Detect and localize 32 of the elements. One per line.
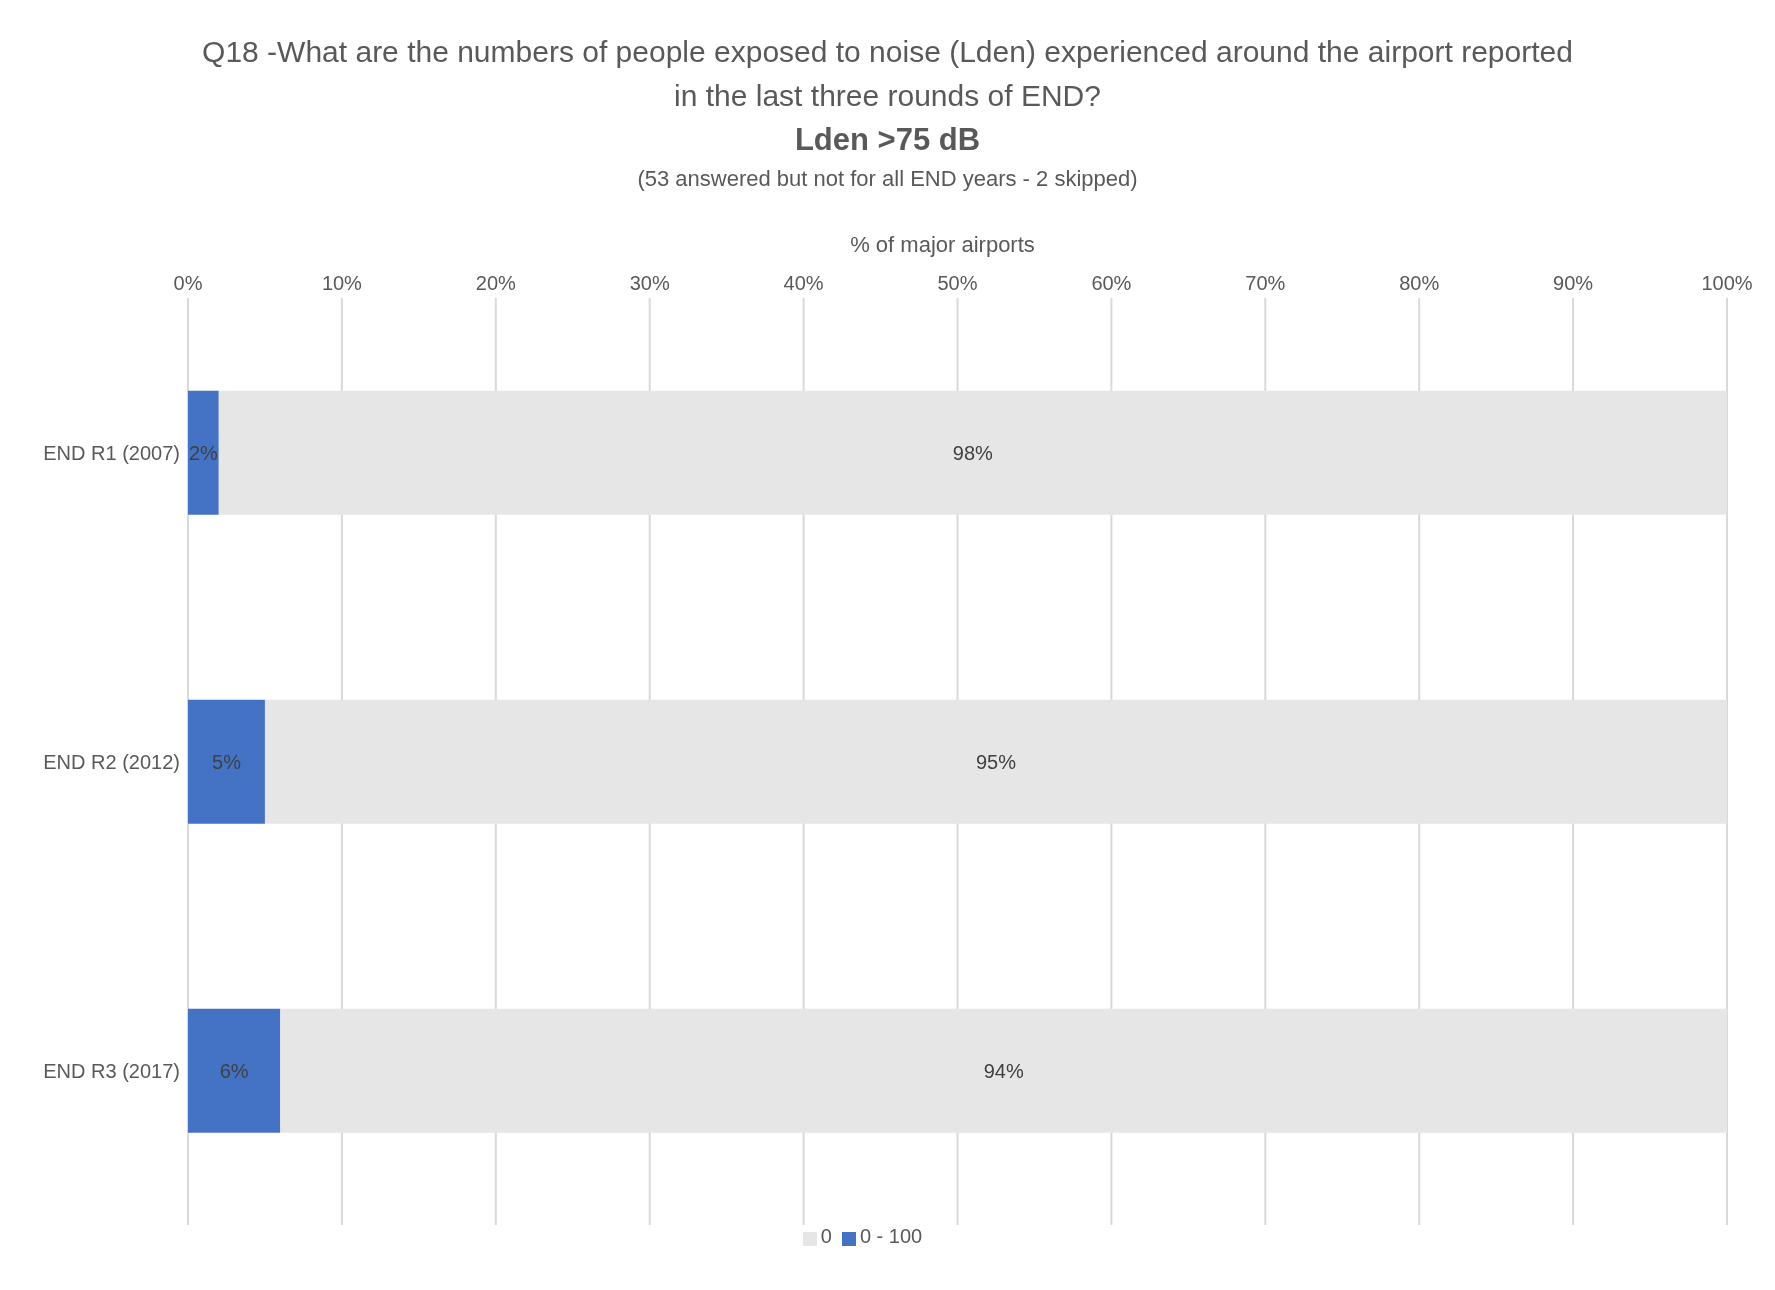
data-label: 95%: [975, 750, 1017, 773]
bar: [188, 1008, 281, 1133]
text: (53 answered but not for all END years - 2 skipped): [636, 166, 1139, 192]
y-tick-label: END R3 (2017): [43, 1059, 180, 1082]
data-label: 2%: [188, 441, 219, 464]
bar: [218, 390, 1727, 515]
x-tick-label: 80%: [1399, 272, 1440, 294]
data-label: 5%: [212, 750, 242, 773]
legend-label: 0 - 100: [859, 1225, 923, 1247]
x-tick-label: 50%: [937, 272, 978, 294]
x-tick-label: 10%: [321, 272, 363, 294]
x-tick-label: 100%: [1701, 272, 1753, 294]
data-label: 98%: [952, 441, 994, 464]
bar: [188, 390, 219, 515]
x-tick-label: 60%: [1091, 272, 1132, 294]
x-tick-label: 20%: [475, 272, 517, 294]
y-tick-label: END R2 (2012): [43, 750, 180, 773]
x-tick-label: 0%: [173, 272, 203, 294]
chart-subtitle: Lden >75 dB: [793, 122, 982, 158]
y-tick-label: END R1 (2007): [43, 441, 180, 464]
data-label: 94%: [983, 1059, 1024, 1082]
bar: [264, 699, 1727, 824]
x-tick-label: 90%: [1553, 272, 1594, 294]
bar: [188, 699, 265, 824]
x-tick-label: 70%: [1245, 272, 1286, 294]
legend-label: 0: [820, 1225, 832, 1247]
data-label: 6%: [219, 1059, 249, 1082]
x-axis-title: % of major airports: [849, 232, 1036, 258]
bar: [280, 1008, 1727, 1133]
x-tick-label: 30%: [629, 272, 670, 294]
x-tick-label: 40%: [783, 272, 824, 294]
chart-title: Q18 -What are the numbers of people exposed to noise (Lden) experienced around the airport reported in the last three rounds of END?: [201, 34, 1574, 114]
